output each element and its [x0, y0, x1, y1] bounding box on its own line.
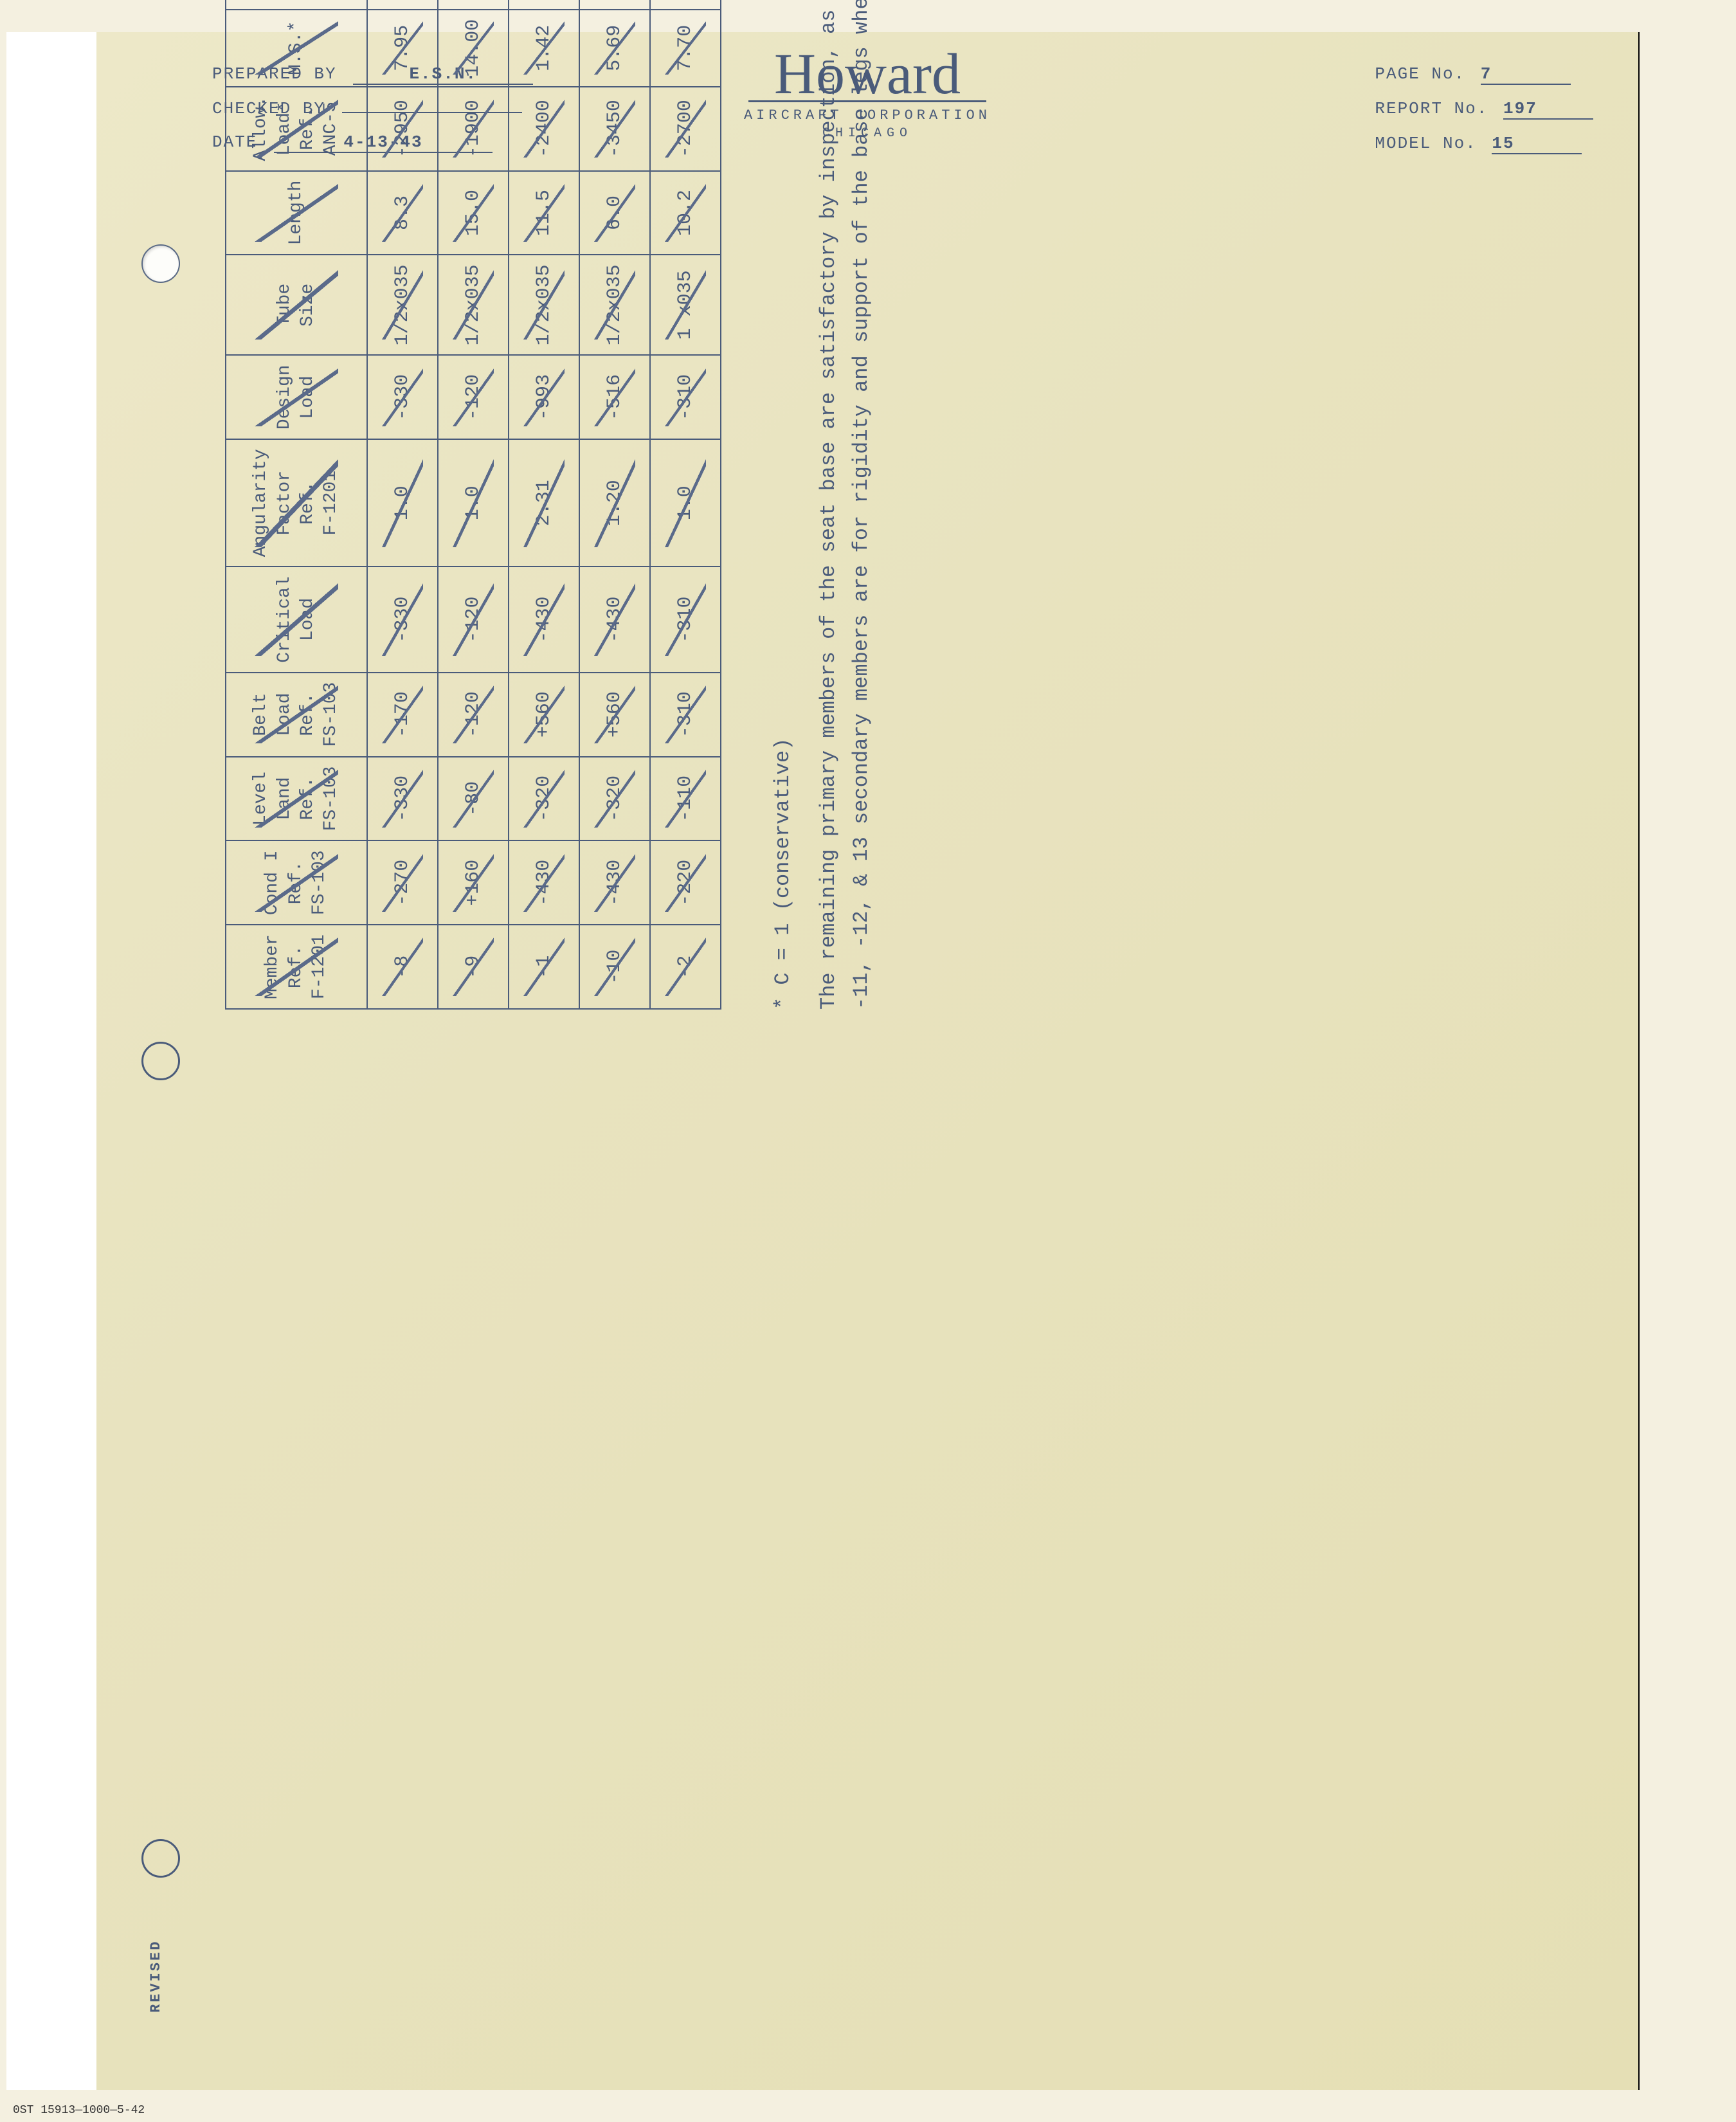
table-cell: -430 — [509, 840, 579, 925]
table-header-cell: AngularityFactorRef.F-1201 — [226, 439, 367, 567]
table-row: -9+160-80-120-1201.0-1201/2x03515.0-1900… — [438, 0, 509, 1009]
table-row: -1-430-320+560-4302.31-9931/2x03511.5-24… — [509, 0, 579, 1009]
page-no-value: 7 — [1481, 64, 1571, 85]
table-cell: 1.0 — [438, 439, 509, 567]
table-cell: -10 — [579, 925, 650, 1009]
table-cell: -430 — [509, 567, 579, 672]
table-cell: +560 — [579, 673, 650, 757]
table-cell: +160 — [438, 840, 509, 925]
table-cell: 1/2x035 — [438, 255, 509, 355]
table-cell: -2 — [650, 925, 721, 1009]
table-cell: -220 — [650, 840, 721, 925]
table-header-cell: MemberRef.F-1201 — [226, 925, 367, 1009]
table-cell: -120 — [438, 567, 509, 672]
table-cell: 2.31 — [509, 439, 579, 567]
table-cell: -320 — [579, 757, 650, 841]
table-cell: Cond I — [579, 0, 650, 10]
table-row: -8-270-330-170-3301.0-3301/2x0358.3-2950… — [367, 0, 438, 1009]
table-cell: -270 — [367, 840, 438, 925]
punch-hole — [141, 244, 180, 283]
table-header-cell: BeltLoadRef.FS-103 — [226, 673, 367, 757]
table-cell: -2700 — [650, 87, 721, 171]
table-cell: Land — [367, 0, 438, 10]
table-header-cell: DesignLoad — [226, 0, 367, 10]
report-no-value: 197 — [1503, 99, 1593, 120]
table-cell: 8.3 — [367, 171, 438, 255]
header-right: PAGE No. 7 REPORT No. 197 MODEL No. 15 — [1375, 64, 1593, 168]
table-header-cell: Cond IRef.FS-103 — [226, 840, 367, 925]
table-cell: -110 — [650, 757, 721, 841]
table-cell: 1/2x035 — [367, 255, 438, 355]
table-cell: 15.0 — [438, 171, 509, 255]
table-body: -8-270-330-170-3301.0-3301/2x0358.3-2950… — [367, 0, 721, 1009]
document-sheet: PREPARED BY E.S.N. CHECKED BY DATE 4-13-… — [96, 32, 1640, 2090]
table-cell: 14.00 — [438, 10, 509, 87]
table-header-cell: CriticalLoad — [226, 567, 367, 672]
table-cell: -430 — [579, 840, 650, 925]
table-row: -10-430-320+560-4301.20-5161/2x0356.0-34… — [579, 0, 650, 1009]
table-cell: -9 — [438, 925, 509, 1009]
form-number: 0ST 15913—1000—5-42 — [13, 2104, 145, 2117]
table-cell: -120 — [438, 355, 509, 439]
table-cell: Belt — [438, 0, 509, 10]
table-cell: 1.0 — [367, 439, 438, 567]
table-cell: Belt — [650, 0, 721, 10]
table-cell: -170 — [367, 673, 438, 757]
table-cell: 7.70 — [650, 10, 721, 87]
table-cell: 5.69 — [579, 10, 650, 87]
table-cell: -320 — [509, 757, 579, 841]
model-no-label: MODEL No. — [1375, 134, 1476, 153]
table-cell: 1/2x035 — [509, 255, 579, 355]
table-cell: -310 — [650, 567, 721, 672]
table-cell: 11.5 — [509, 171, 579, 255]
table-cell: -330 — [367, 355, 438, 439]
table-header-row: MemberRef.F-1201Cond IRef.FS-103LevelLan… — [226, 0, 367, 1009]
data-table: MemberRef.F-1201Cond IRef.FS-103LevelLan… — [225, 0, 721, 1010]
footnote-conservative: * C = 1 (conservative) — [766, 0, 799, 1010]
punch-hole — [141, 1042, 180, 1080]
table-cell: -3450 — [579, 87, 650, 171]
model-no-value: 15 — [1492, 134, 1582, 154]
page-no-label: PAGE No. — [1375, 64, 1465, 84]
table-cell: -1 — [509, 925, 579, 1009]
table-cell: -516 — [579, 355, 650, 439]
report-no-label: REPORT No. — [1375, 99, 1488, 118]
table-cell: 1.0 — [650, 439, 721, 567]
table-cell: -1900 — [438, 87, 509, 171]
revised-label: REVISED — [148, 1940, 164, 2013]
table-header-cell: LevelLandRef.FS-103 — [226, 757, 367, 841]
table-cell: -330 — [367, 757, 438, 841]
table-cell: Cond I — [509, 0, 579, 10]
rotated-body: MemberRef.F-1201Cond IRef.FS-103LevelLan… — [225, 0, 868, 1010]
table-header-cell: M.S.* — [226, 10, 367, 87]
table-cell: -310 — [650, 355, 721, 439]
table-cell: -2400 — [509, 87, 579, 171]
table-cell: 1/2x035 — [579, 255, 650, 355]
table-header-cell: TubeSize — [226, 255, 367, 355]
table-cell: -310 — [650, 673, 721, 757]
table-cell: -80 — [438, 757, 509, 841]
table-header-cell: Allow.Load*Ref.ANC-5 — [226, 87, 367, 171]
table-cell: 10.2 — [650, 171, 721, 255]
footnotes: * C = 1 (conservative) The remaining pri… — [766, 0, 878, 1010]
table-cell: +560 — [509, 673, 579, 757]
table-cell: 7.95 — [367, 10, 438, 87]
table-cell: -430 — [579, 567, 650, 672]
table-cell: 1.42 — [509, 10, 579, 87]
table-cell: -2950 — [367, 87, 438, 171]
table-cell: 6.0 — [579, 171, 650, 255]
table-cell: -120 — [438, 673, 509, 757]
footnote-remaining-members: The remaining primary members of the sea… — [812, 0, 878, 1010]
table-header-cell: Length — [226, 171, 367, 255]
table-cell: -330 — [367, 567, 438, 672]
table-cell: -8 — [367, 925, 438, 1009]
table-cell: 1 x035 — [650, 255, 721, 355]
table-row: -2-220-110-310-3101.0-3101 x03510.2-2700… — [650, 0, 721, 1009]
table-cell: -993 — [509, 355, 579, 439]
table-cell: 1.20 — [579, 439, 650, 567]
table-header-cell: DesignLoad — [226, 355, 367, 439]
punch-hole — [141, 1839, 180, 1878]
